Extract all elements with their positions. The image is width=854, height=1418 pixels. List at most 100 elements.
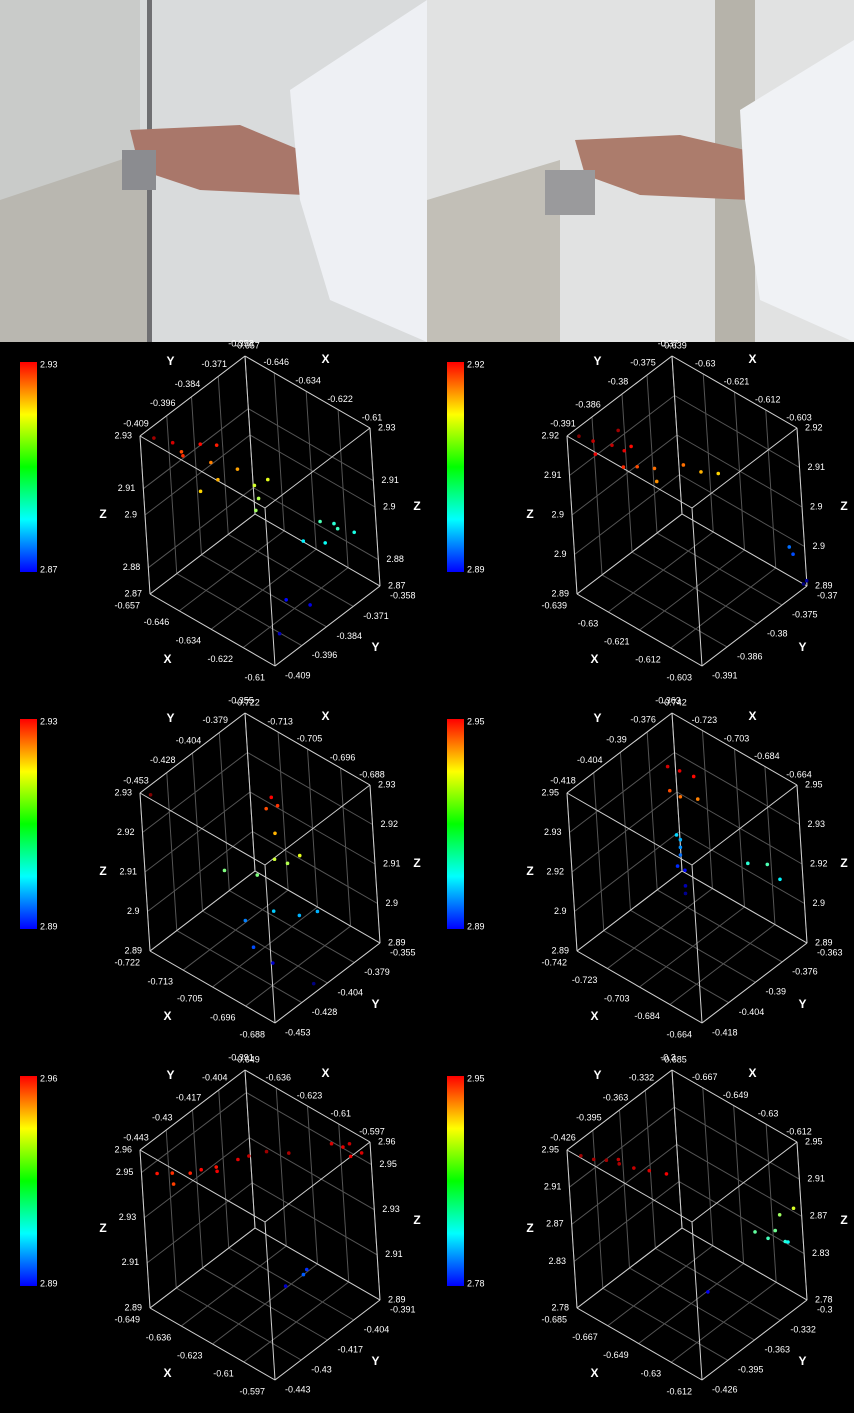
z-tick-label: 2.9 (813, 898, 826, 908)
colorbar-max-label: 2.95 (467, 716, 485, 726)
data-point (253, 484, 257, 488)
y-axis-label: Y (166, 1068, 174, 1082)
x-tick-label: -0.597 (359, 1126, 385, 1136)
x-tick-label: -0.622 (327, 394, 353, 404)
y-tick-label: -0.426 (550, 1132, 576, 1142)
data-point (676, 864, 680, 868)
x-tick-label: -0.63 (695, 358, 716, 368)
data-point (778, 1213, 782, 1217)
data-point (352, 530, 356, 534)
x-tick-label: -0.696 (210, 1012, 236, 1022)
y-axis-label: Y (593, 711, 601, 725)
x-tick-label: -0.636 (265, 1072, 291, 1082)
data-point (214, 1165, 218, 1169)
y-tick-label: -0.395 (738, 1365, 764, 1375)
z-tick-label: 2.9 (383, 501, 396, 511)
y-tick-label: -0.332 (790, 1325, 816, 1335)
data-point (284, 598, 288, 602)
y-tick-label: -0.37 (658, 338, 679, 348)
y-axis-label: Y (798, 997, 806, 1011)
z-tick-label: 2.9 (551, 509, 564, 519)
data-point (276, 804, 280, 808)
data-point (332, 522, 336, 526)
y-tick-label: -0.428 (150, 755, 176, 765)
x-tick-label: -0.667 (572, 1332, 598, 1342)
x-tick-label: -0.612 (666, 1386, 692, 1396)
data-point (215, 1169, 219, 1173)
data-point (170, 1171, 174, 1175)
data-point (316, 910, 320, 914)
y-axis-label: Y (593, 354, 601, 368)
y-tick-label: -0.409 (123, 418, 149, 428)
data-point (209, 461, 213, 465)
x-tick-label: -0.696 (330, 752, 356, 762)
colorbar-min-label: 2.89 (467, 564, 485, 574)
x-tick-label: -0.722 (114, 957, 140, 967)
photo-left (0, 0, 427, 342)
z-tick-label: 2.78 (551, 1302, 569, 1312)
y-tick-label: -0.417 (338, 1344, 364, 1354)
data-point (265, 1150, 269, 1154)
y-tick-label: -0.39 (606, 735, 627, 745)
colorbar-max-label: 2.93 (40, 359, 58, 369)
z-tick-label: 2.9 (554, 906, 567, 916)
x-tick-label: -0.684 (754, 751, 780, 761)
x-tick-label: -0.667 (692, 1072, 718, 1082)
colorbar (447, 1076, 464, 1286)
y-tick-label: -0.375 (792, 609, 818, 619)
data-point (349, 1155, 353, 1159)
z-tick-label: 2.9 (813, 541, 826, 551)
z-tick-label: 2.91 (807, 1174, 825, 1184)
z-tick-label: 2.87 (124, 588, 142, 598)
data-point (181, 454, 185, 458)
z-tick-label: 2.88 (386, 554, 404, 564)
y-tick-label: -0.404 (577, 755, 603, 765)
data-point (287, 1151, 291, 1155)
data-point (284, 1284, 288, 1288)
x-axis-label: X (163, 652, 171, 666)
z-axis-label: Z (413, 856, 420, 870)
z-tick-label: 2.91 (544, 1182, 562, 1192)
y-tick-label: -0.379 (364, 967, 390, 977)
data-point (323, 541, 327, 545)
y-tick-label: -0.391 (712, 670, 738, 680)
z-tick-label: 2.9 (124, 509, 137, 519)
data-point (679, 838, 683, 842)
z-tick-label: 2.91 (808, 462, 826, 472)
page: {"chart_data": [ {"type": "scatter3d", "… (0, 0, 854, 1413)
data-point (766, 863, 770, 867)
y-tick-label: -0.384 (336, 631, 362, 641)
y-axis-label: Y (166, 354, 174, 368)
z-axis-label: Z (99, 507, 106, 521)
data-point (286, 862, 290, 866)
y-tick-label: -0.37 (817, 590, 838, 600)
y-tick-label: -0.363 (817, 947, 843, 957)
x-tick-label: -0.646 (144, 617, 170, 627)
y-axis-label: Y (371, 640, 379, 654)
z-tick-label: 2.89 (815, 937, 833, 947)
data-point (318, 520, 322, 524)
data-point (791, 552, 795, 556)
data-point (149, 793, 153, 797)
z-tick-label: 2.87 (546, 1219, 564, 1229)
data-point (278, 632, 282, 636)
data-point (348, 1142, 352, 1146)
plot-background (0, 342, 854, 1413)
x-tick-label: -0.723 (692, 715, 718, 725)
y-tick-label: -0.363 (765, 1344, 791, 1354)
data-point (682, 463, 686, 467)
x-axis-label: X (163, 1009, 171, 1023)
x-tick-label: -0.646 (263, 357, 289, 367)
data-point (273, 857, 277, 861)
data-point (766, 1236, 770, 1240)
y-tick-label: -0.396 (312, 650, 338, 660)
z-tick-label: 2.89 (124, 1302, 142, 1312)
z-tick-label: 2.92 (117, 827, 135, 837)
data-point (223, 869, 227, 873)
z-tick-label: 2.95 (116, 1167, 134, 1177)
y-tick-label: -0.443 (123, 1132, 149, 1142)
y-tick-label: -0.404 (176, 735, 202, 745)
y-tick-label: -0.396 (150, 398, 176, 408)
colorbar-max-label: 2.95 (467, 1073, 485, 1083)
x-tick-label: -0.649 (114, 1314, 140, 1324)
